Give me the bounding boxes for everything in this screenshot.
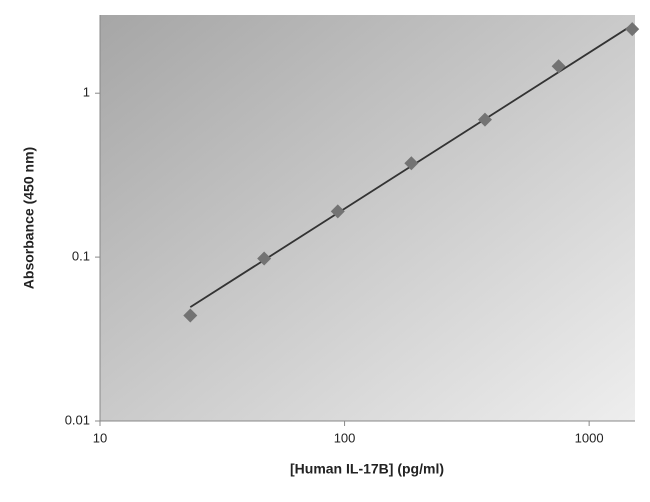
data-point	[330, 204, 345, 219]
y-tick-label: 0.01	[65, 412, 90, 427]
data-point	[257, 251, 272, 266]
x-tick-label: 100	[334, 430, 356, 445]
data-point	[625, 22, 640, 37]
plot-area	[100, 15, 635, 421]
y-axis-title: Absorbance (450 nm)	[21, 147, 37, 289]
data-point	[404, 156, 419, 171]
x-tick-label: 10	[93, 430, 107, 445]
x-axis-title: [Human IL-17B] (pg/ml)	[290, 461, 444, 477]
y-tick-label: 0.1	[72, 249, 90, 264]
data-point	[183, 308, 198, 323]
data-point	[551, 59, 566, 74]
data-point	[477, 112, 492, 127]
y-tick-label: 1	[83, 85, 90, 100]
x-tick-label: 1000	[575, 430, 604, 445]
